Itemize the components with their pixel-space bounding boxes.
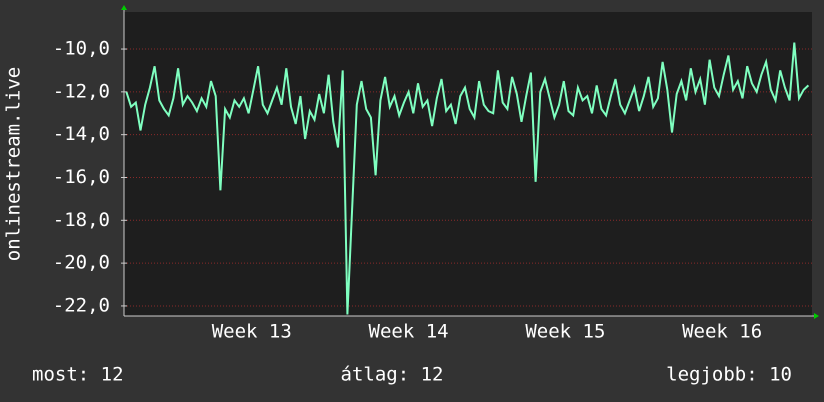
y-axis-label: onlinestream.live xyxy=(3,67,25,261)
x-tick-label: Week 14 xyxy=(369,321,449,343)
footer-current: most: 12 xyxy=(32,364,124,386)
x-axis-arrow xyxy=(814,313,819,319)
y-axis-arrow xyxy=(121,5,127,10)
data-line xyxy=(125,42,810,315)
y-tick-label: -20,0 xyxy=(53,252,110,274)
y-tick-label: -16,0 xyxy=(53,166,110,188)
plot-area xyxy=(124,12,812,316)
y-tick-label: -22,0 xyxy=(53,294,110,316)
x-tick-label: Week 15 xyxy=(525,321,605,343)
y-tick-label: -12,0 xyxy=(53,80,110,102)
x-tick-label: Week 13 xyxy=(212,321,292,343)
footer-average: átlag: 12 xyxy=(341,364,444,386)
x-tick-label: Week 16 xyxy=(682,321,762,343)
y-tick-label: -18,0 xyxy=(53,209,110,231)
y-tick-label: -14,0 xyxy=(53,123,110,145)
y-tick-label: -10,0 xyxy=(53,38,110,60)
footer-best: legjobb: 10 xyxy=(666,364,792,386)
